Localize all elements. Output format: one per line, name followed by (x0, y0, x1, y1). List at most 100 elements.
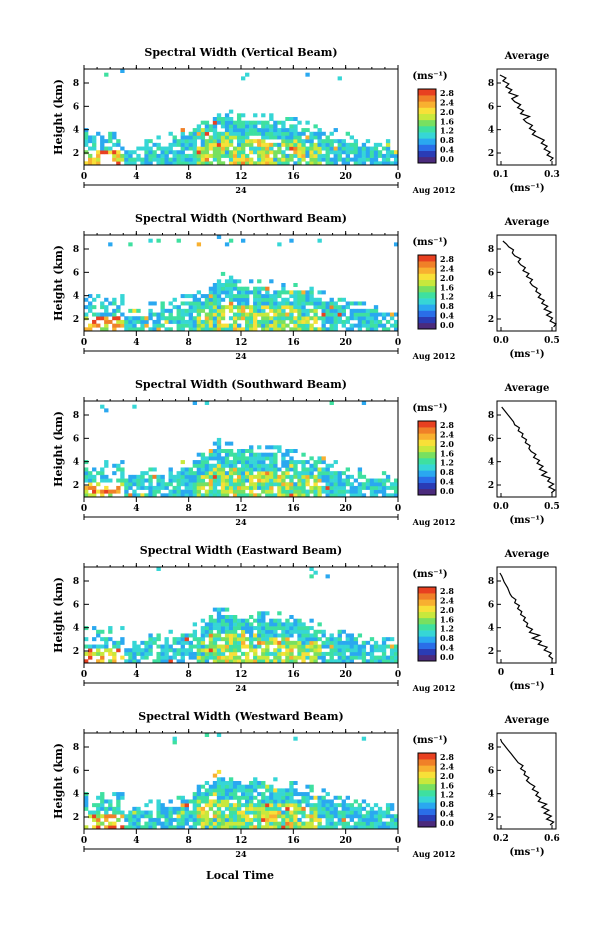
heatmap-cell (124, 316, 129, 321)
heatmap-cell (168, 629, 173, 634)
heatmap-cell (385, 493, 391, 498)
heatmap-cell (281, 327, 286, 332)
heatmap-cell (313, 810, 318, 815)
heatmap-cell (273, 142, 278, 147)
heatmap-cell (301, 316, 306, 321)
heatmap-cell (164, 806, 169, 811)
heatmap-cell (100, 139, 105, 144)
x-tick-label: 0 (395, 670, 401, 680)
heatmap-cell (297, 655, 302, 660)
heatmap-cell (236, 327, 242, 332)
heatmap-cell (212, 323, 218, 328)
heatmap-cell (136, 327, 141, 332)
avg-y-tick-label: 8 (488, 411, 494, 421)
heatmap-cell (341, 651, 346, 656)
heatmap-cell (325, 474, 330, 479)
heatmap-cell (152, 319, 157, 324)
heatmap-cell (168, 478, 173, 483)
heatmap-cell (241, 153, 246, 158)
heatmap-cell (313, 297, 318, 302)
heatmap-cell (369, 150, 375, 155)
heatmap-cell (212, 128, 218, 133)
date-label: 24 (235, 683, 247, 693)
heatmap-cell (377, 810, 383, 815)
heatmap-cell (164, 308, 169, 313)
heatmap-cell (269, 135, 274, 140)
heatmap-cell (309, 471, 314, 476)
heatmap-cell (216, 323, 222, 328)
heatmap-cell (112, 806, 117, 811)
colorbar-tick-label: 1.2 (440, 292, 454, 302)
heatmap-cell (265, 814, 270, 819)
heatmap-cell (192, 485, 198, 490)
heatmap-cell (265, 482, 270, 487)
heatmap-cell (212, 637, 218, 642)
heatmap-cell (329, 655, 334, 660)
heatmap-cell (184, 640, 189, 645)
heatmap-cell (236, 460, 242, 465)
heatmap-cell (289, 460, 294, 465)
heatmap-cell (261, 792, 266, 797)
heatmap-cell (116, 139, 121, 144)
heatmap-cell (84, 803, 89, 808)
heatmap-cell (349, 312, 355, 317)
heatmap-cell (329, 637, 334, 642)
heatmap-cell (389, 821, 395, 826)
heatmap-cell (261, 814, 266, 819)
heatmap-cell (96, 806, 101, 811)
heatmap-cell (236, 493, 242, 498)
heatmap-cell (249, 784, 254, 789)
heatmap-cell (269, 799, 274, 804)
heatmap-cell (265, 821, 270, 826)
heatmap-cell (297, 319, 302, 324)
heatmap-cell (361, 316, 367, 321)
heatmap-cell (116, 463, 121, 468)
heatmap-cell (156, 655, 161, 660)
heatmap-cell (361, 814, 367, 819)
date-month-label: Aug 2012 (412, 185, 456, 195)
heatmap-cell (301, 297, 306, 302)
heatmap-cell (385, 153, 391, 158)
heatmap-cell (269, 474, 274, 479)
heatmap-cell (317, 290, 322, 295)
heatmap-cell (301, 810, 306, 815)
heatmap-cell (317, 142, 322, 147)
heatmap-cell (84, 297, 89, 302)
heatmap-cell (192, 803, 198, 808)
heatmap-cell (156, 810, 161, 815)
heatmap-cell (313, 142, 318, 147)
heatmap-cell (317, 456, 322, 461)
heatmap-cell (325, 792, 330, 797)
heatmap-cell (297, 810, 302, 815)
heatmap-cell (297, 301, 302, 306)
colorbar-swatch (418, 144, 436, 151)
heatmap-cell (249, 327, 254, 332)
heatmap-cell (236, 474, 242, 479)
heatmap-cell (325, 316, 330, 321)
heatmap-cell (176, 157, 181, 162)
heatmap-cell (100, 651, 105, 656)
avg-y-tick-label: 4 (488, 292, 494, 302)
heatmap-cell (92, 489, 97, 494)
heatmap-cell (88, 153, 93, 158)
heatmap-cell (160, 161, 165, 166)
heatmap-cell (349, 142, 355, 147)
heatmap-cell (289, 825, 294, 830)
heatmap-cell (192, 301, 198, 306)
heatmap-cell (257, 803, 262, 808)
heatmap-cell (148, 648, 153, 653)
heatmap-cell (88, 474, 93, 479)
heatmap-cell (277, 648, 282, 653)
heatmap-cell (261, 316, 266, 321)
date-label: 24 (235, 185, 247, 195)
heatmap-cell (204, 456, 210, 461)
heatmap-cell (192, 131, 198, 136)
heatmap-cell (297, 323, 302, 328)
heatmap-cell (353, 308, 359, 313)
colorbar-tick-label: 2.8 (440, 752, 454, 762)
heatmap-cell (104, 327, 109, 332)
heatmap-cell (228, 290, 234, 295)
heatmap-cell (333, 493, 338, 498)
heatmap-cell (116, 640, 121, 645)
heatmap-cell (281, 814, 286, 819)
